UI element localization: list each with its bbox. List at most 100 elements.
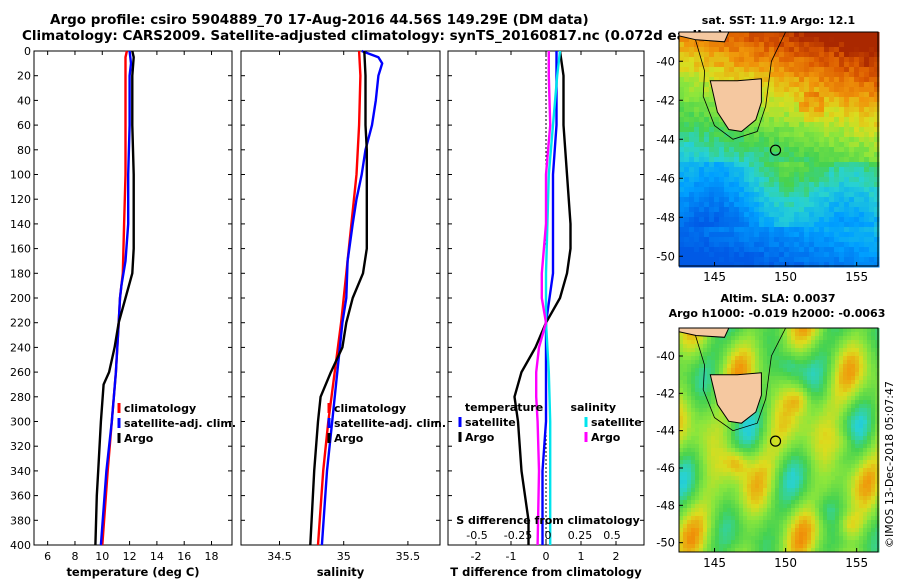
map-cell bbox=[849, 142, 855, 148]
map-cell bbox=[787, 404, 792, 409]
map-cell bbox=[779, 87, 785, 93]
map-cell bbox=[744, 47, 750, 53]
map-cell bbox=[703, 448, 708, 453]
map-cell bbox=[827, 532, 832, 537]
map-cell bbox=[764, 252, 770, 258]
map-cell bbox=[711, 344, 716, 349]
map-cell bbox=[751, 440, 756, 445]
map-cell bbox=[769, 127, 775, 133]
map-cell bbox=[791, 516, 796, 521]
map-cell bbox=[815, 356, 820, 361]
map-cell bbox=[875, 484, 880, 489]
map-cell bbox=[689, 57, 695, 63]
map-cell bbox=[809, 237, 815, 243]
map-cell bbox=[784, 62, 790, 68]
map-cell bbox=[714, 147, 720, 153]
map-cell bbox=[867, 532, 872, 537]
map-cell bbox=[704, 92, 710, 98]
map-cell bbox=[683, 348, 688, 353]
map-cell bbox=[803, 396, 808, 401]
map-cell bbox=[689, 202, 695, 208]
map-cell bbox=[819, 112, 825, 118]
map-cell bbox=[767, 520, 772, 525]
map-cell bbox=[759, 456, 764, 461]
map-cell bbox=[834, 47, 840, 53]
map-cell bbox=[814, 62, 820, 68]
map-cell bbox=[811, 404, 816, 409]
map-cell bbox=[864, 242, 870, 248]
map-cell bbox=[784, 177, 790, 183]
map-cell bbox=[875, 488, 880, 493]
map-cell bbox=[871, 336, 876, 341]
map-cell bbox=[804, 212, 810, 218]
map-cell bbox=[799, 152, 805, 158]
map-cell bbox=[763, 440, 768, 445]
map-cell bbox=[831, 472, 836, 477]
map-cell bbox=[747, 464, 752, 469]
map-cell bbox=[719, 476, 724, 481]
map-cell bbox=[699, 137, 705, 143]
map-cell bbox=[809, 42, 815, 48]
map-cell bbox=[819, 187, 825, 193]
map-cell bbox=[787, 508, 792, 513]
map-cell bbox=[694, 242, 700, 248]
map-cell bbox=[754, 32, 760, 38]
map-cell bbox=[695, 404, 700, 409]
map-cell bbox=[831, 548, 836, 553]
map-cell bbox=[739, 532, 744, 537]
map-cell bbox=[724, 222, 730, 228]
map-cell bbox=[794, 127, 800, 133]
map-cell bbox=[849, 62, 855, 68]
x-tick-label: 2 bbox=[613, 550, 620, 563]
map-cell bbox=[814, 182, 820, 188]
map-cell bbox=[683, 368, 688, 373]
map-cell bbox=[699, 207, 705, 213]
map-cell bbox=[815, 420, 820, 425]
map-cell bbox=[807, 540, 812, 545]
map-cell bbox=[843, 456, 848, 461]
map-cell bbox=[784, 252, 790, 258]
map-cell bbox=[724, 262, 730, 268]
map-cell bbox=[707, 436, 712, 441]
map-cell bbox=[759, 352, 764, 357]
map-cell bbox=[864, 107, 870, 113]
map-cell bbox=[787, 520, 792, 525]
map-cell bbox=[843, 436, 848, 441]
map-cell bbox=[683, 460, 688, 465]
map-cell bbox=[687, 336, 692, 341]
map-cell bbox=[703, 368, 708, 373]
map-cell bbox=[729, 242, 735, 248]
map-cell bbox=[723, 424, 728, 429]
map-cell bbox=[679, 508, 684, 513]
map-cell bbox=[774, 192, 780, 198]
map-cell bbox=[824, 212, 830, 218]
map-cell bbox=[809, 262, 815, 268]
map-cell bbox=[834, 122, 840, 128]
map-cell bbox=[839, 247, 845, 253]
map-cell bbox=[811, 384, 816, 389]
map-cell bbox=[823, 468, 828, 473]
map-cell bbox=[859, 420, 864, 425]
map-cell bbox=[763, 480, 768, 485]
map-cell bbox=[724, 157, 730, 163]
map-cell bbox=[843, 388, 848, 393]
map-cell bbox=[779, 484, 784, 489]
map-cell bbox=[829, 97, 835, 103]
map-cell bbox=[799, 227, 805, 233]
map-cell bbox=[831, 388, 836, 393]
map-cell bbox=[755, 540, 760, 545]
map-cell bbox=[707, 356, 712, 361]
map-cell bbox=[859, 72, 865, 78]
map-cell bbox=[749, 57, 755, 63]
map-cell bbox=[779, 356, 784, 361]
map-cell bbox=[727, 544, 732, 549]
map-cell bbox=[839, 157, 845, 163]
map-cell bbox=[839, 524, 844, 529]
map-cell bbox=[794, 212, 800, 218]
map-cell bbox=[684, 102, 690, 108]
map-cell bbox=[849, 92, 855, 98]
map-cell bbox=[734, 247, 740, 253]
map-cell bbox=[869, 142, 875, 148]
map-cell bbox=[755, 368, 760, 373]
map-cell bbox=[819, 142, 825, 148]
